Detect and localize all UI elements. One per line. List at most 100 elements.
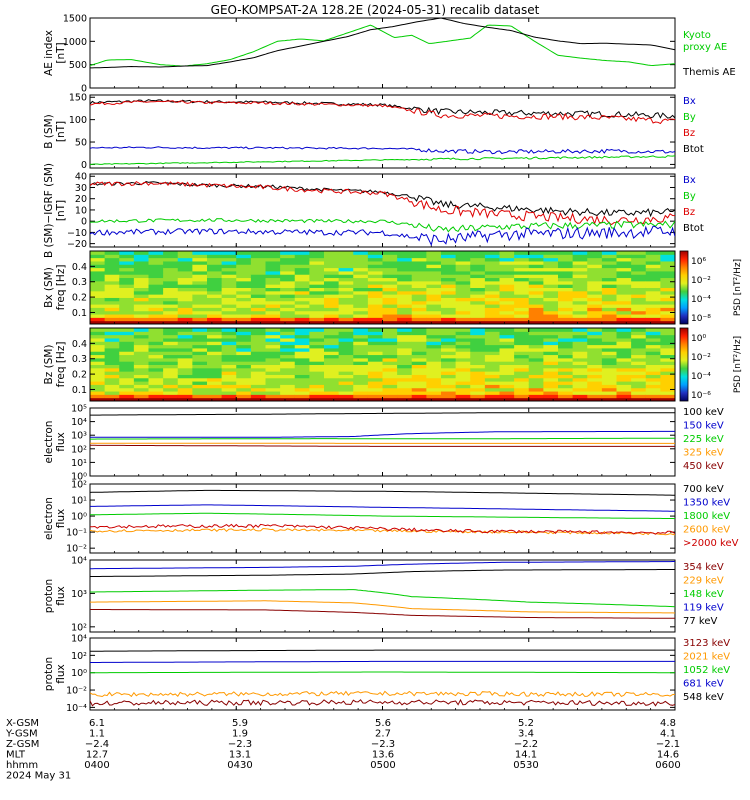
axes-frame xyxy=(89,173,676,248)
series-line xyxy=(90,569,675,577)
orbit-value: 14.6 xyxy=(657,750,679,761)
axes-frame xyxy=(89,407,676,477)
series-line xyxy=(90,600,675,614)
series-line xyxy=(90,489,675,496)
y-tick-label: 150 xyxy=(69,93,87,104)
orbit-row-label: MLT xyxy=(6,750,26,761)
orbit-value: 13.6 xyxy=(372,750,394,761)
spectrogram-bx_psd xyxy=(90,251,676,325)
colorbar-bz_psd xyxy=(679,327,689,402)
legend-item: Bx xyxy=(683,175,696,186)
orbit-row-label: hhmm xyxy=(6,760,38,771)
legend-item: 450 keV xyxy=(683,461,724,472)
y-tick-label: 10⁰ xyxy=(71,512,87,523)
series-line xyxy=(90,660,675,663)
orbit-value: 4.1 xyxy=(660,729,676,740)
y-tick-label: 10⁰ xyxy=(71,668,87,679)
orbit-value: 5.9 xyxy=(232,718,248,729)
legend-item: 225 keV xyxy=(683,434,724,445)
y-tick-label: 10⁴ xyxy=(71,556,87,567)
y-tick-label: 10¹ xyxy=(71,496,87,507)
y-axis-label: proton xyxy=(43,657,55,691)
series-line xyxy=(90,430,675,438)
y-tick-label: 10⁴ xyxy=(71,634,87,645)
y-tick-label: 0.2 xyxy=(72,293,87,304)
orbit-value: −2.2 xyxy=(514,739,538,750)
y-tick-label: 0.1 xyxy=(72,385,87,396)
orbit-value: 6.1 xyxy=(89,718,105,729)
panel-pflux_low: 10² 10³ 10⁴ proton flux 354 keV 229 keV 148 keV… xyxy=(43,556,724,634)
y-tick-label: 0.4 xyxy=(72,339,87,350)
y-tick-label: 30 xyxy=(75,183,87,194)
orbit-value: 1.1 xyxy=(89,729,105,740)
panel-eflux_low: 10⁰ 10¹ 10² 10³ 10⁴ 10⁵ electron flux 100 keV 150… xyxy=(43,404,724,483)
series-line xyxy=(90,155,675,165)
y-tick-label: 0.4 xyxy=(72,262,87,273)
y-tick-label: 1000 xyxy=(63,37,87,48)
legend-item: Themis AE xyxy=(682,67,736,78)
y-tick-label: 10⁵ xyxy=(71,404,87,415)
y-tick-label: 0.2 xyxy=(72,370,87,381)
legend-item: 548 keV xyxy=(683,692,724,703)
series-line xyxy=(90,437,675,440)
panel-bx_psd: 10⁶ 10⁻² 10⁻⁴ 10⁻⁸ PSD [nT²/Hz] 0.1 0.2 0.3 0.4 B… xyxy=(43,250,743,325)
series-line xyxy=(90,589,675,608)
legend-item: 119 keV xyxy=(683,603,724,614)
series-line xyxy=(90,181,675,218)
colorbar-tick-label: 10⁶ xyxy=(691,257,706,267)
orbit-value: 0500 xyxy=(370,760,395,771)
series-line xyxy=(90,671,675,674)
y-tick-label: 10³ xyxy=(71,589,87,600)
series-line xyxy=(90,18,675,69)
y-tick-label: 100 xyxy=(69,115,87,126)
legend-item: proxy AE xyxy=(683,42,727,53)
legend-item: By xyxy=(683,191,696,202)
series-line xyxy=(90,225,675,247)
y-axis-label: [nT] xyxy=(55,200,67,221)
y-tick-label: 0.3 xyxy=(72,277,87,288)
orbit-row-label: X-GSM xyxy=(6,718,39,729)
legend-item: 77 keV xyxy=(683,616,717,627)
y-tick-label: 10² xyxy=(71,444,87,455)
legend-item: 229 keV xyxy=(683,576,724,587)
series-line xyxy=(90,180,675,226)
y-axis-label: flux xyxy=(55,586,67,605)
y-axis-label: flux xyxy=(55,432,67,451)
y-tick-label: 0 xyxy=(81,84,87,95)
colorbar-label: PSD [nT²/Hz] xyxy=(733,259,743,316)
series-line xyxy=(90,609,675,619)
orbit-value: 0600 xyxy=(655,760,680,771)
legend-item: 700 keV xyxy=(683,484,724,495)
series-line xyxy=(90,690,675,698)
panel-bz_psd: 10⁰ 10⁻² 10⁻⁴ 10⁻⁶ PSD [nT²/Hz] 0.1 0.2 0.3 0.4 B… xyxy=(43,327,743,402)
y-axis-label: [nT] xyxy=(55,42,67,63)
orbit-value: 4.8 xyxy=(660,718,676,729)
colorbar-tick-label: 10⁻⁴ xyxy=(691,372,711,382)
colorbar-tick-label: 10⁻⁶ xyxy=(691,391,711,401)
orbit-value: 1.9 xyxy=(232,729,248,740)
y-axis-label: electron xyxy=(43,421,55,464)
y-axis-label: proton xyxy=(43,579,55,613)
y-tick-label: 10⁻⁴ xyxy=(66,703,87,714)
series-line xyxy=(90,444,675,447)
legend-item: 1350 keV xyxy=(683,498,730,509)
legend-item: Btot xyxy=(683,223,704,234)
y-axis-label: [nT] xyxy=(55,121,67,142)
y-tick-label: 0.3 xyxy=(72,354,87,365)
y-tick-label: 40 xyxy=(75,172,87,183)
series-line xyxy=(90,99,675,119)
colorbar-bx_psd xyxy=(679,250,689,325)
panel-eflux_high: 10⁻² 10⁻¹ 10⁰ 10¹ 10² electron flux 700 keV 1350… xyxy=(43,480,739,555)
y-axis-label: freq [Hz] xyxy=(55,342,67,388)
colorbar-label: PSD [nT²/Hz] xyxy=(733,336,743,393)
y-axis-label: B (SM)−IGRF (SM) xyxy=(43,163,55,258)
y-tick-label: 0 xyxy=(81,217,87,228)
legend-item: Bz xyxy=(683,207,695,218)
orbit-value: 14.1 xyxy=(515,750,537,761)
series-line xyxy=(90,146,675,155)
legend-item: 150 keV xyxy=(683,421,724,432)
legend-item: 1800 keV xyxy=(683,511,730,522)
y-axis-label: flux xyxy=(55,664,67,683)
